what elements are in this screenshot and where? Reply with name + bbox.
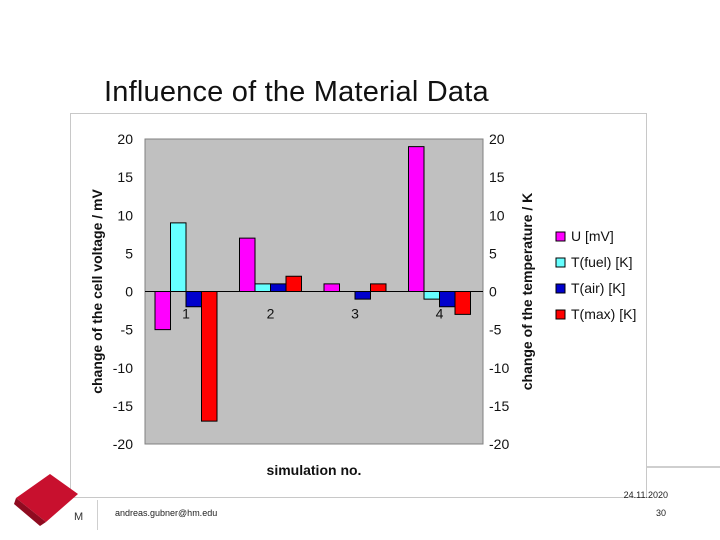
bar-t-max-k--sim-4 <box>454 291 471 315</box>
y-tick-label-left: 10 <box>117 207 133 223</box>
legend-swatch <box>555 283 566 294</box>
bar-t-max-k--sim-2 <box>285 275 302 292</box>
bar-t-fuel-k--sim-4 <box>423 291 440 300</box>
bar-t-air-k--sim-1 <box>185 291 202 308</box>
legend-label: U [mV] <box>571 228 614 244</box>
legend-swatch <box>555 309 566 320</box>
page-number: 30 <box>655 508 666 518</box>
logo-letter: M <box>74 511 83 523</box>
chart-frame: 20 15 10 5 0 -5 -10 -15 -20 20 15 10 5 0 -5 -10 -15 -20 1 2… <box>70 113 647 498</box>
y-tick-label-right: 10 <box>489 207 505 223</box>
legend-label: T(max) [K] <box>571 306 636 322</box>
footer-left-divider <box>97 500 98 530</box>
y-tick-label-left: 20 <box>117 131 133 147</box>
y-tick-label-left: 0 <box>125 284 133 300</box>
bar-t-air-k--sim-2 <box>270 283 287 292</box>
bar-u-mv--sim-3 <box>323 283 340 292</box>
university-logo: M <box>14 474 83 526</box>
y-tick-label-left: 15 <box>117 169 133 185</box>
y-tick-label-right: -15 <box>489 398 509 414</box>
bar-u-mv--sim-2 <box>239 237 256 292</box>
footer-date: 24.11.2020 <box>623 490 668 500</box>
bar-u-mv--sim-4 <box>408 146 425 292</box>
y-tick-label-right: -5 <box>489 322 502 338</box>
bar-t-max-k--sim-3 <box>370 283 387 292</box>
y-tick-label-right: 20 <box>489 131 505 147</box>
y-tick-label-right: 15 <box>489 169 505 185</box>
legend-swatch <box>555 257 566 268</box>
y-tick-label-left: -5 <box>121 322 134 338</box>
bar-t-air-k--sim-4 <box>439 291 456 308</box>
x-tick-label: 2 <box>267 306 275 322</box>
bar-t-fuel-k--sim-2 <box>254 283 271 292</box>
footer-email: andreas.gubner@hm.edu <box>115 508 218 518</box>
x-tick-label: 1 <box>182 306 190 322</box>
y-axis-title-left: change of the cell voltage / mV <box>89 189 105 394</box>
x-tick-label: 3 <box>351 306 359 322</box>
y-tick-label-left: 5 <box>125 245 133 261</box>
bar-t-air-k--sim-3 <box>354 291 371 300</box>
y-tick-label-right: 0 <box>489 284 497 300</box>
bar-u-mv--sim-1 <box>154 291 171 331</box>
y-tick-label-right: -20 <box>489 436 509 452</box>
slide-title: Influence of the Material Data <box>104 76 489 108</box>
legend-label: T(air) [K] <box>571 280 625 296</box>
legend-label: T(fuel) [K] <box>571 254 632 270</box>
bar-t-max-k--sim-1 <box>201 291 218 422</box>
x-tick-label: 4 <box>436 306 444 322</box>
y-tick-label-left: -10 <box>113 360 133 376</box>
bar-chart: 20 15 10 5 0 -5 -10 -15 -20 20 15 10 5 0 -5 -10 -15 -20 1 2… <box>89 131 636 478</box>
footer-divider <box>647 466 720 468</box>
logo-red-diamond <box>16 474 78 522</box>
y-tick-label-right: -10 <box>489 360 509 376</box>
y-tick-label-right: 5 <box>489 245 497 261</box>
legend-swatch <box>555 231 566 242</box>
bar-t-fuel-k--sim-1 <box>170 222 187 292</box>
x-axis-title: simulation no. <box>267 462 362 478</box>
y-axis-title-right: change of the temperature / K <box>519 193 535 391</box>
y-tick-label-left: -20 <box>113 436 133 452</box>
y-tick-label-left: -15 <box>113 398 133 414</box>
